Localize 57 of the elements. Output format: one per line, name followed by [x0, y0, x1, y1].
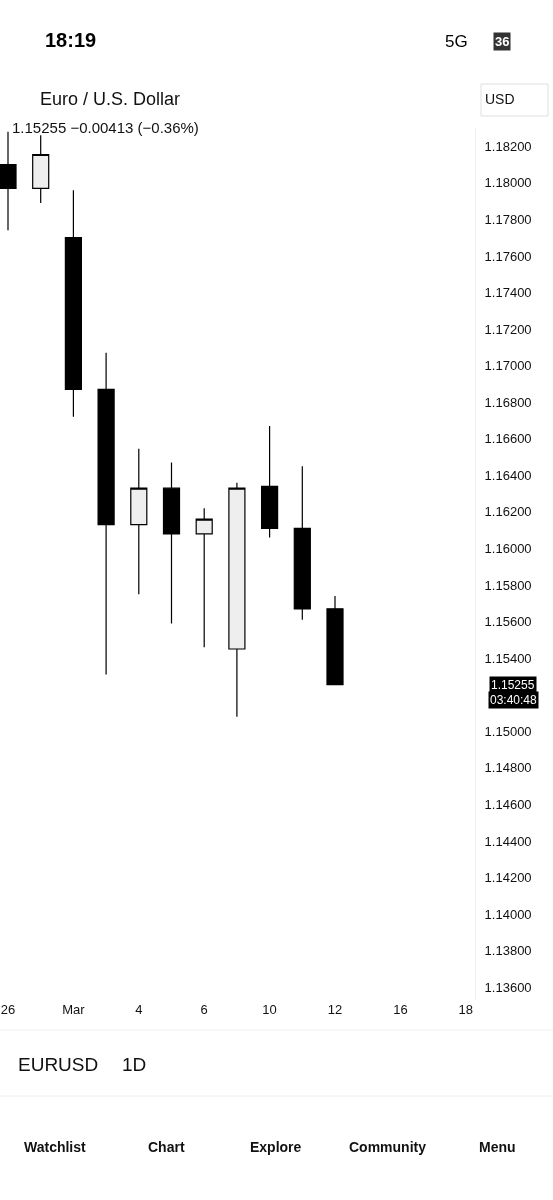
x-tick-label: 18: [458, 1002, 474, 1017]
y-tick-label: 1.14400: [484, 833, 532, 849]
candlestick: [195, 507, 213, 648]
text: 36: [495, 34, 510, 49]
y-tick-label: 1.18200: [484, 138, 532, 154]
text: 1D: [122, 1054, 147, 1075]
y-tick-label: 1.15600: [484, 614, 532, 630]
text: 18:19: [45, 29, 97, 51]
candlestick: [162, 461, 181, 625]
y-tick-label: 1.15000: [484, 723, 532, 739]
candlestick: [0, 131, 17, 231]
y-tick-label: 1.16400: [484, 467, 532, 483]
y-tick-label: 1.17000: [484, 358, 532, 374]
y-tick-label: 1.14000: [484, 906, 532, 922]
y-tick-label: 1.14200: [484, 870, 532, 886]
y-tick-label: 1.13800: [484, 943, 532, 959]
y-tick-label: 1.16800: [484, 394, 532, 410]
y-tick-label: 1.18000: [484, 175, 532, 191]
chart-subtitle: 1.15255 −0.00413 (−0.36%): [12, 119, 199, 136]
text: Menu: [479, 1139, 516, 1155]
y-tick-label: 1.14800: [484, 760, 532, 776]
y-tick-label: 1.17800: [484, 211, 532, 227]
y-tick-label: 1.15400: [484, 650, 532, 666]
y-tick-label: 1.17200: [484, 321, 532, 337]
x-tick-label: 12: [327, 1002, 343, 1017]
text: 1.15255: [491, 678, 535, 692]
x-tick-label: Mar: [62, 1002, 86, 1017]
y-tick-label: 1.13600: [484, 979, 532, 995]
y-tick-label: 1.14600: [484, 796, 532, 812]
text: Chart: [148, 1139, 185, 1155]
text: Community: [349, 1139, 427, 1155]
text: 5G: [445, 32, 468, 51]
x-tick-label: 4: [135, 1002, 143, 1017]
text: USD: [485, 91, 515, 107]
candlestick: [97, 352, 115, 676]
y-tick-label: 1.16600: [484, 431, 532, 447]
x-tick-label: 6: [200, 1002, 208, 1017]
y-tick-label: 1.16000: [484, 541, 532, 557]
x-tick-label: 16: [393, 1002, 408, 1017]
y-tick-label: 1.17600: [484, 248, 532, 264]
candlestick: [293, 465, 311, 621]
y-tick-label: 1.17400: [484, 285, 532, 301]
candlestick: [32, 134, 50, 204]
candlestick: [260, 425, 279, 539]
text: EURUSD: [18, 1054, 99, 1075]
candlestick: [228, 482, 246, 718]
candlestick: [64, 189, 83, 418]
candlestick: [326, 595, 344, 686]
x-tick-label: 26: [0, 1002, 16, 1017]
candlestick: [130, 448, 148, 595]
text: Explore: [250, 1139, 302, 1155]
y-tick-label: 1.16200: [484, 504, 532, 520]
chart-title: Euro / U.S. Dollar: [40, 89, 181, 109]
y-tick-label: 1.15800: [484, 577, 532, 593]
text: 03:40:48: [490, 693, 538, 707]
text: Watchlist: [24, 1139, 87, 1155]
x-tick-label: 10: [262, 1002, 277, 1017]
